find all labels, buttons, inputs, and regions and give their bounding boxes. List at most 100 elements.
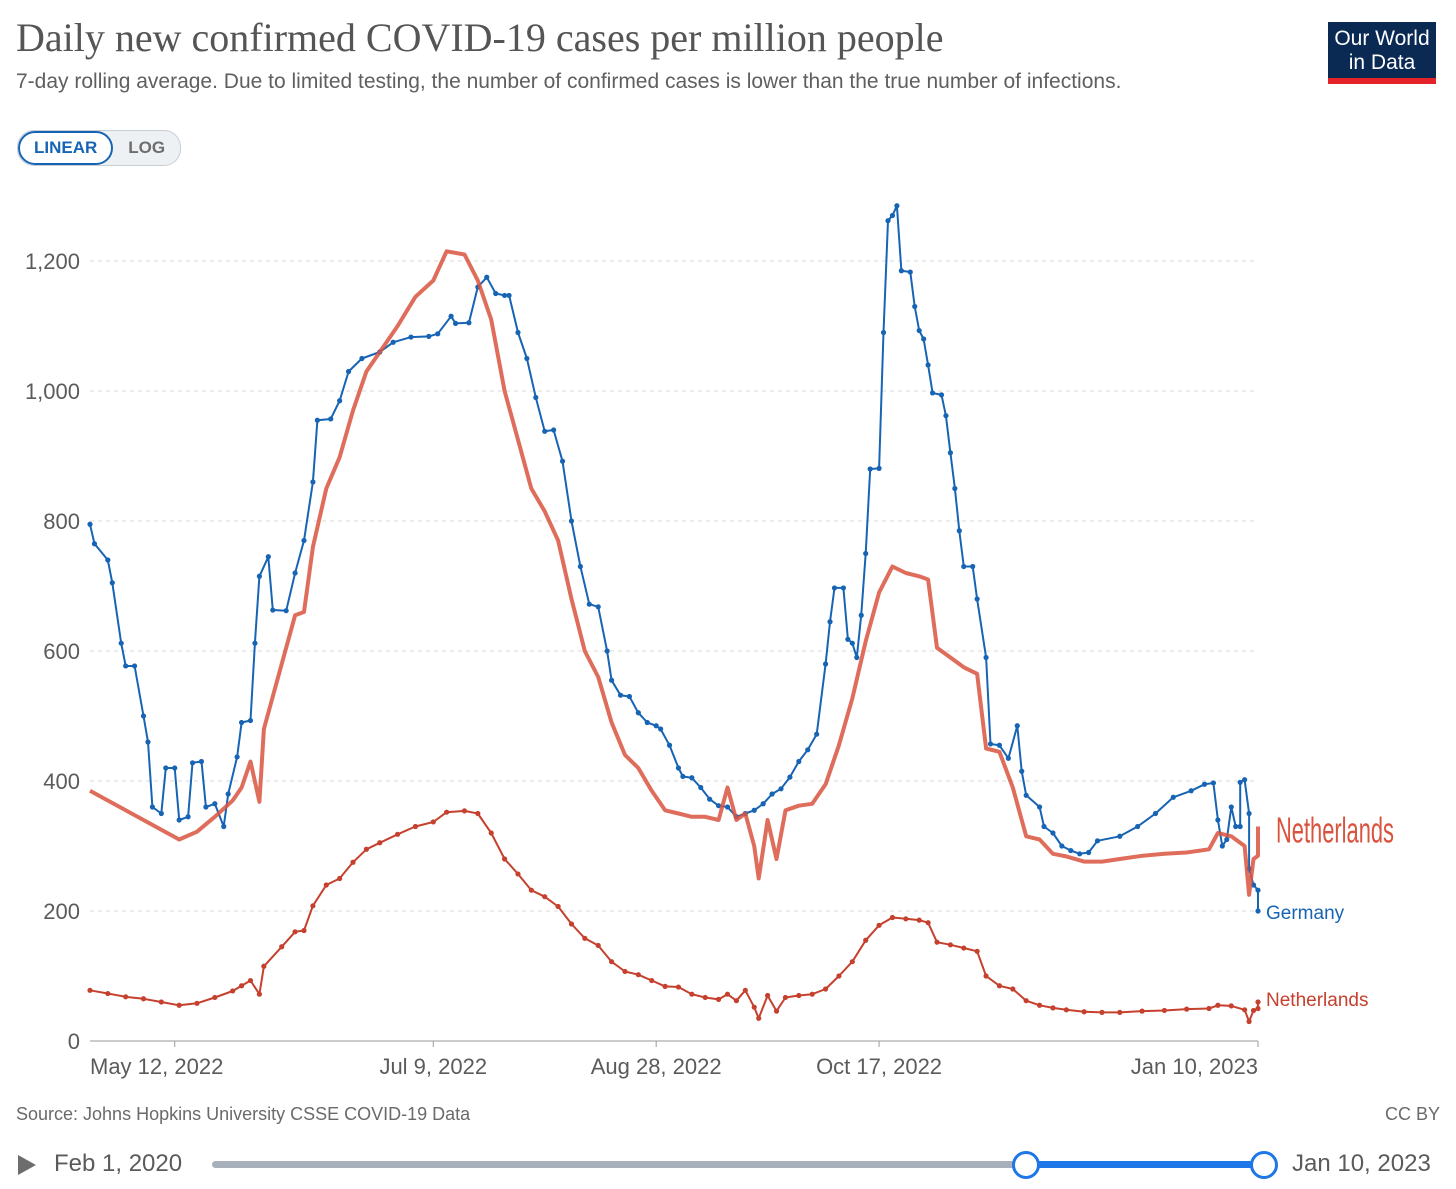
grid-lines [90, 260, 1258, 912]
overlay-label-netherlands: Netherlands [1276, 810, 1394, 851]
series-label-netherlands: Netherlands [1266, 990, 1368, 1011]
data-point-germany [435, 331, 441, 337]
data-point-germany [898, 268, 904, 274]
data-point-germany [408, 334, 414, 340]
data-point-netherlands [876, 922, 882, 928]
data-point-netherlands [961, 945, 967, 951]
data-point-germany [707, 796, 713, 802]
data-point-netherlands [1063, 1007, 1069, 1013]
data-point-germany [961, 563, 967, 570]
timeline-end-label: Jan 10, 2023 [1292, 1150, 1431, 1177]
timeline-start-label: Feb 1, 2020 [54, 1150, 183, 1177]
data-point-germany [533, 394, 539, 401]
data-point-germany [131, 663, 138, 669]
data-point-netherlands [996, 983, 1003, 989]
x-tick-label: Aug 28, 2022 [591, 1054, 722, 1079]
data-point-netherlands [782, 994, 789, 1001]
data-point-netherlands [247, 977, 254, 984]
data-point-germany [1019, 768, 1025, 774]
data-point-germany [176, 817, 182, 823]
timeline[interactable]: Feb 1, 2020 Jan 10, 2023 [0, 1138, 1456, 1189]
play-icon[interactable] [18, 1155, 36, 1175]
data-point-germany [328, 416, 334, 422]
data-point-germany [426, 333, 432, 339]
data-point-germany [359, 355, 365, 362]
data-point-germany [140, 713, 147, 719]
data-point-germany [889, 212, 896, 219]
timeline-start-handle[interactable] [1012, 1151, 1041, 1179]
data-point-germany [1077, 851, 1083, 857]
chart-subtitle: 7-day rolling average. Due to limited te… [16, 70, 1122, 93]
owid-logo[interactable]: Our World in Data [1328, 22, 1436, 84]
timeline-selected-range [1026, 1161, 1264, 1168]
data-point-netherlands [595, 942, 601, 949]
data-point-netherlands [756, 1015, 762, 1021]
data-point-germany [568, 518, 575, 524]
data-point-netherlands [1023, 998, 1029, 1004]
data-point-netherlands [515, 871, 521, 877]
data-point-germany [885, 218, 891, 224]
line-chart[interactable]: 0 200 400 600 800 1,000 1,200 May 12, 2022 Jul … [0, 170, 1456, 1100]
data-point-germany [1036, 804, 1043, 810]
data-point-netherlands [1255, 999, 1261, 1005]
license-note[interactable]: CC BY [1384, 1104, 1440, 1124]
data-point-germany [524, 355, 530, 362]
data-point-germany [894, 203, 900, 209]
data-point-germany [270, 607, 276, 613]
series-labels: Germany Netherlands Netherlands [1266, 810, 1394, 1012]
data-point-germany [1242, 777, 1248, 783]
x-axis: May 12, 2022 Jul 9, 2022 Aug 28, 2022 Oct 1… [90, 1040, 1259, 1079]
data-point-netherlands [1250, 1007, 1257, 1014]
data-point-netherlands [822, 986, 829, 992]
data-point-netherlands [430, 819, 436, 825]
data-point-netherlands [796, 992, 802, 999]
data-point-germany [91, 541, 98, 547]
data-point-netherlands [395, 831, 401, 837]
timeline-track[interactable] [212, 1161, 1264, 1168]
data-point-germany [234, 754, 240, 760]
scale-toggle[interactable]: LINEAR LOG [17, 130, 182, 166]
data-point-germany [247, 717, 254, 724]
data-point-germany [867, 466, 873, 472]
data-point-netherlands [751, 1004, 757, 1010]
data-point-germany [1188, 788, 1194, 794]
data-point-netherlands [1036, 1002, 1043, 1008]
data-point-germany [105, 557, 111, 563]
data-point-germany [1170, 794, 1176, 800]
data-point-germany [907, 269, 913, 275]
data-point-germany [1005, 755, 1011, 761]
data-point-germany [840, 585, 847, 591]
data-point-germany [666, 742, 673, 748]
data-point-netherlands [742, 987, 748, 993]
data-point-germany [283, 608, 289, 614]
data-point-germany [947, 450, 953, 456]
data-point-netherlands [212, 994, 218, 1001]
data-point-germany [501, 292, 508, 299]
data-point-germany [956, 528, 962, 534]
data-point-germany [769, 791, 775, 797]
data-point-germany [760, 801, 766, 807]
data-point-germany [390, 339, 396, 345]
data-point-netherlands [702, 994, 708, 1001]
source-note[interactable]: Source: Johns Hopkins University CSSE CO… [16, 1104, 471, 1124]
data-point-germany [876, 465, 882, 471]
data-point-netherlands [724, 991, 731, 997]
linear-scale-button[interactable]: LINEAR [18, 131, 114, 165]
timeline-end-handle[interactable] [1250, 1151, 1278, 1179]
data-point-netherlands [176, 1002, 182, 1008]
data-point-netherlands [261, 963, 267, 969]
data-point-germany [943, 413, 949, 419]
data-point-netherlands [1242, 1007, 1248, 1013]
data-point-germany [1041, 823, 1047, 830]
data-point-germany [301, 537, 307, 544]
data-point-netherlands [863, 937, 869, 943]
data-point-germany [1255, 887, 1261, 893]
log-scale-button[interactable]: LOG [128, 138, 166, 157]
y-tick-label: 1,000 [25, 379, 80, 404]
data-point-germany [921, 336, 927, 342]
data-point-netherlands [715, 996, 722, 1003]
data-point-netherlands [475, 810, 481, 817]
data-point-netherlands [1184, 1006, 1190, 1012]
data-point-germany [796, 758, 802, 765]
data-point-netherlands [809, 991, 815, 997]
